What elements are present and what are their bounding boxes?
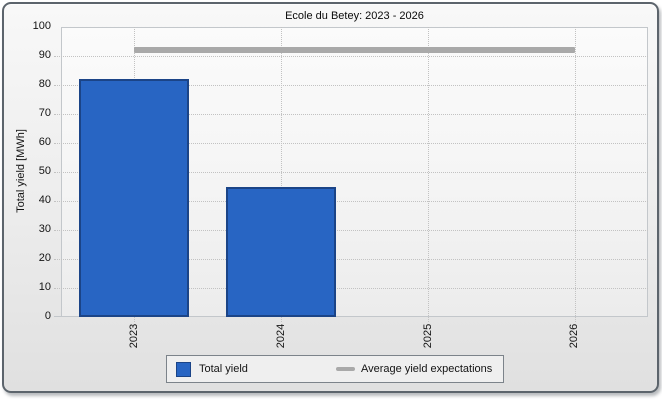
x-grid-line — [574, 27, 576, 322]
x-tick-label: 2025 — [421, 323, 434, 349]
y-grid-line — [54, 230, 648, 231]
legend: Total yield Average yield expectations — [166, 355, 504, 383]
y-tick-label: 10 — [38, 281, 51, 293]
bar-2023[interactable] — [79, 79, 190, 317]
y-tick-label: 20 — [38, 252, 51, 264]
average-yield-swatch-icon — [336, 367, 355, 371]
y-tick-label: 50 — [38, 165, 51, 177]
x-tick-label: 2026 — [568, 323, 581, 349]
total-yield-swatch-icon — [176, 361, 191, 377]
legend-label-total-yield: Total yield — [199, 363, 248, 375]
legend-label-average-yield: Average yield expectations — [361, 363, 493, 375]
chart-canvas: 0 10 20 30 40 50 60 70 80 90 100 2023 2024 2025 2026 — [4, 4, 657, 391]
y-grid-line — [54, 259, 648, 260]
x-axis-extension — [54, 316, 61, 317]
x-tick-label: 2023 — [128, 323, 141, 349]
bar-2024[interactable] — [226, 186, 337, 317]
y-tick-label: 90 — [38, 49, 51, 61]
y-tick-label: 100 — [32, 20, 51, 32]
chart-title: Ecole du Betey: 2023 - 2026 — [285, 10, 424, 22]
legend-item-average-yield[interactable]: Average yield expectations — [336, 356, 492, 382]
chart-panel: Ecole du Betey: 2023 - 2026 Total yield … — [2, 2, 659, 393]
x-grid-line — [281, 27, 283, 322]
y-grid-line — [54, 288, 648, 289]
x-grid-line — [427, 27, 429, 322]
y-tick-label: 40 — [38, 194, 51, 206]
y-grid-line — [54, 114, 648, 115]
y-grid-line — [54, 56, 648, 57]
y-tick-label: 60 — [38, 136, 51, 148]
y-grid-line — [54, 201, 648, 202]
y-grid-line — [54, 143, 648, 144]
legend-item-total-yield[interactable]: Total yield — [176, 356, 248, 382]
y-grid-line — [54, 85, 648, 86]
y-tick-label: 80 — [38, 78, 51, 90]
y-tick-label: 0 — [44, 310, 51, 322]
x-tick-label: 2024 — [275, 323, 288, 349]
average-yield-line[interactable] — [134, 47, 575, 54]
y-tick-label: 70 — [38, 107, 51, 119]
y-tick-label: 30 — [38, 223, 51, 235]
y-grid-line — [54, 172, 648, 173]
